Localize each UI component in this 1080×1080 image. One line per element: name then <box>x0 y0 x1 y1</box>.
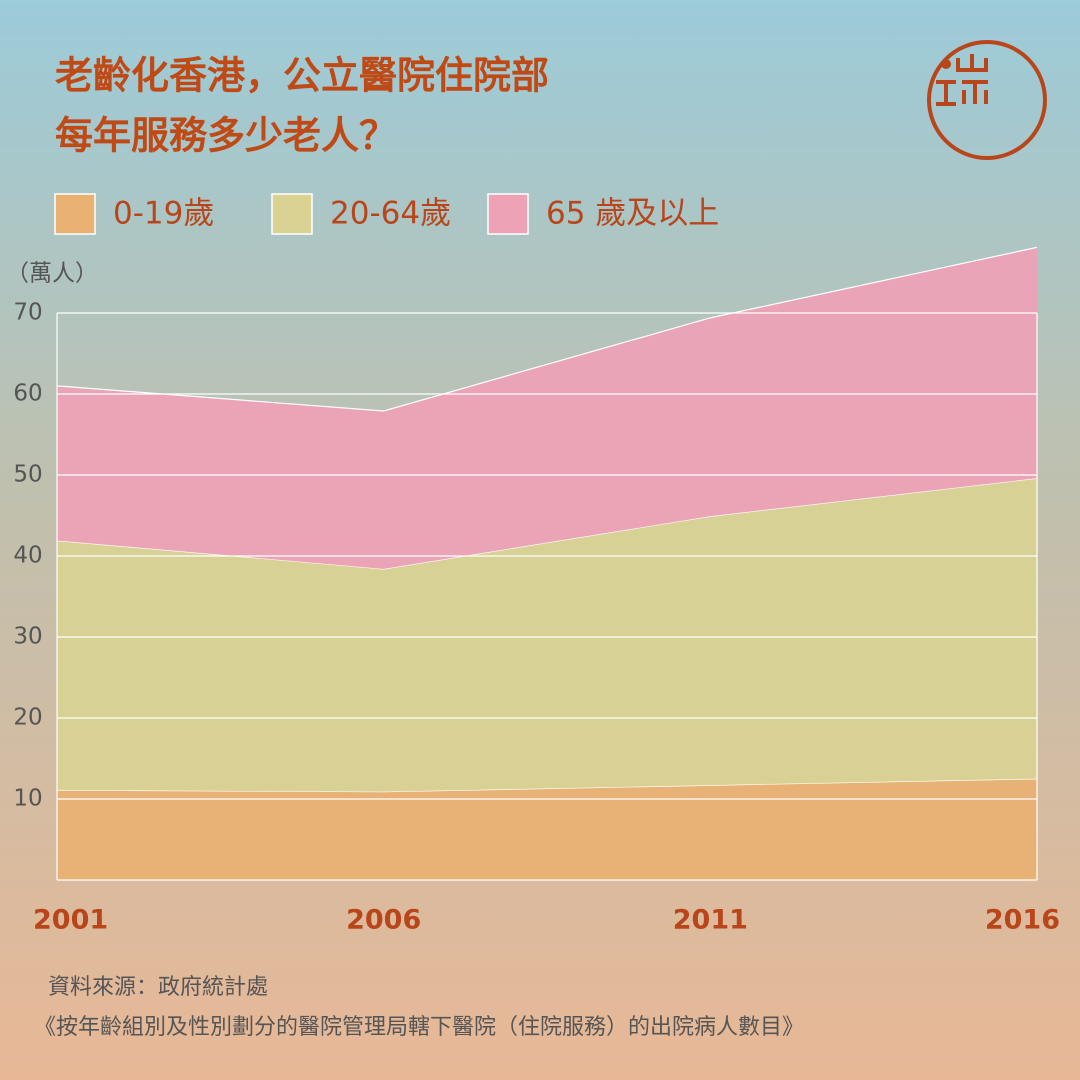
logo <box>927 40 1047 160</box>
area-edge <box>56 246 1038 412</box>
x-tick-label: 2011 <box>673 905 748 936</box>
source-detail: 《按年齡組別及性別劃分的醫院管理局轄下醫院（住院服務）的出院病人數目》 <box>34 1015 804 1040</box>
y-axis-label: （萬人） <box>6 261 98 287</box>
area <box>57 778 1037 880</box>
source: 資料來源：政府統計處 <box>48 975 268 1000</box>
legend-swatch <box>54 193 96 235</box>
y-tick-label: 70 <box>13 300 42 326</box>
y-tick-label: 30 <box>13 624 42 650</box>
y-tick-label: 60 <box>13 381 42 407</box>
x-tick-label: 2001 <box>33 905 108 936</box>
area <box>57 247 1037 569</box>
y-tick-label: 10 <box>13 786 42 812</box>
legend-label: 20-64歲 <box>330 196 451 232</box>
y-tick-label: 50 <box>13 462 42 488</box>
legend-swatch <box>487 193 529 235</box>
y-tick-label: 40 <box>13 543 42 569</box>
area <box>57 478 1037 792</box>
legend-label: 0-19歲 <box>113 196 214 232</box>
x-tick-label: 2016 <box>985 905 1060 936</box>
legend-label: 65 歲及以上 <box>546 196 719 232</box>
chart-title: 老齡化香港，公立醫院住院部 <box>55 54 549 98</box>
legend-swatch <box>271 193 313 235</box>
x-tick-label: 2006 <box>346 905 421 936</box>
chart-title: 每年服務多少老人？ <box>55 114 397 158</box>
y-tick-label: 20 <box>13 705 42 731</box>
